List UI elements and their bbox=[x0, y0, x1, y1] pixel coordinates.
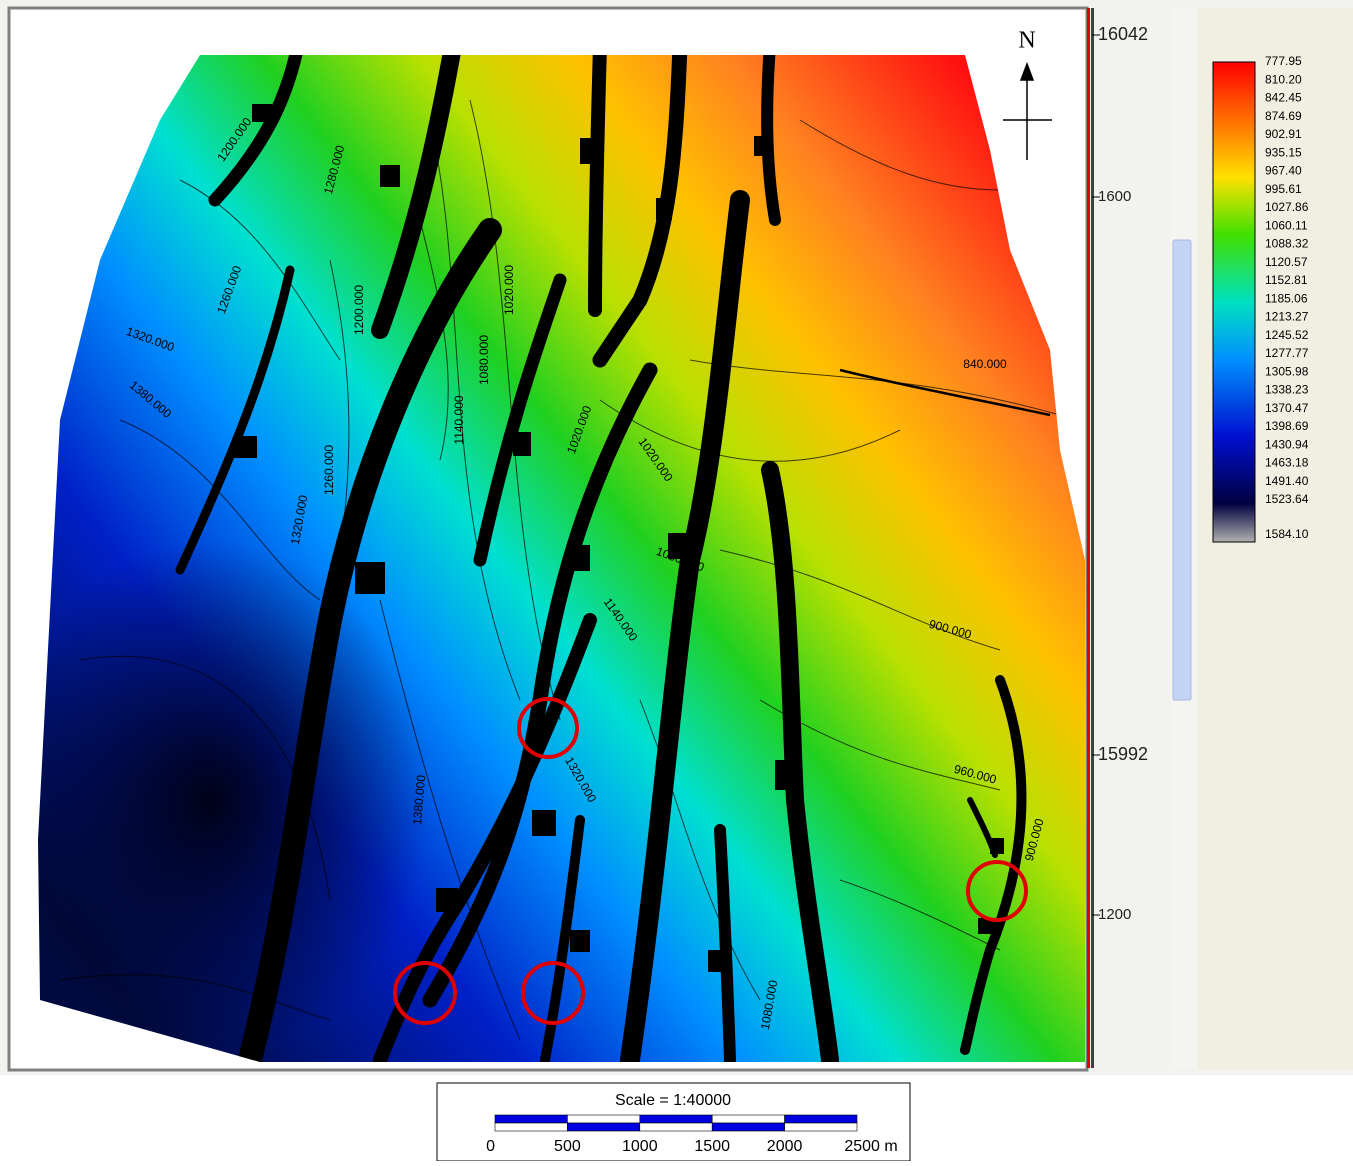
scale-label: 500 bbox=[554, 1138, 581, 1155]
color-bar bbox=[1212, 61, 1256, 543]
scale-segment bbox=[639, 1122, 713, 1132]
legend-label: 1213.27 bbox=[1265, 310, 1309, 324]
scale-segment bbox=[784, 1114, 858, 1124]
scale-bar: 0 500 1000 1500 2000 2500 m bbox=[486, 1114, 898, 1155]
scale-segment bbox=[784, 1122, 858, 1132]
scale-title: Scale = 1:40000 bbox=[615, 1092, 731, 1109]
legend-label: 902.91 bbox=[1265, 127, 1302, 141]
legend-label: 842.45 bbox=[1265, 91, 1302, 105]
legend-label: 1152.81 bbox=[1265, 273, 1308, 287]
axis-label: 15992 bbox=[1098, 744, 1148, 764]
legend-labels: 777.95 810.20 842.45 874.69 902.91 935.15 967.… bbox=[1265, 54, 1309, 541]
legend-label: 874.69 bbox=[1265, 109, 1302, 123]
faults bbox=[175, 55, 1027, 1062]
north-label: N bbox=[1018, 28, 1035, 54]
legend-label: 967.40 bbox=[1265, 164, 1302, 178]
legend-label: 935.15 bbox=[1265, 145, 1302, 159]
scrollbar-thumb[interactable] bbox=[1172, 239, 1192, 701]
legend-label: 810.20 bbox=[1265, 72, 1302, 86]
legend-label: 1060.11 bbox=[1265, 218, 1308, 232]
scale-label: 2000 bbox=[767, 1138, 803, 1155]
scale-segment bbox=[494, 1122, 568, 1132]
contour-label: 1380.000 bbox=[410, 774, 428, 825]
legend-label: 1398.69 bbox=[1265, 419, 1309, 433]
scale-label: 1000 bbox=[622, 1138, 658, 1155]
legend-label: 1430.94 bbox=[1265, 437, 1309, 451]
legend-label: 995.61 bbox=[1265, 182, 1302, 196]
map-surface: 1200.0001280.0001260.0001320.0001380.000… bbox=[38, 55, 1085, 1062]
legend-label: 1370.47 bbox=[1265, 401, 1309, 415]
legend-label: 1088.32 bbox=[1265, 237, 1309, 251]
legend-label: 1245.52 bbox=[1265, 328, 1309, 342]
legend-label: 1185.06 bbox=[1265, 291, 1308, 305]
axis-label: 16042 bbox=[1098, 24, 1148, 44]
legend-label: 1463.18 bbox=[1265, 456, 1309, 470]
depth-low bbox=[38, 540, 430, 1060]
highlight-circles bbox=[393, 697, 1028, 1025]
contour-label: 1260.000 bbox=[322, 445, 336, 495]
scale-segment bbox=[494, 1114, 568, 1124]
scale-label: 1500 bbox=[694, 1138, 730, 1155]
legend-label: 1338.23 bbox=[1265, 383, 1309, 397]
legend-label: 1120.57 bbox=[1265, 255, 1308, 269]
legend-label: 1277.77 bbox=[1265, 346, 1309, 360]
scale-label: 0 bbox=[486, 1138, 495, 1155]
legend-label: 777.95 bbox=[1265, 54, 1302, 68]
contour-label: 1020.000 bbox=[502, 265, 516, 315]
axis-line bbox=[1091, 8, 1094, 1068]
contour-label: 1200.000 bbox=[352, 285, 366, 335]
right-axis: 16042 1600 15992 1200 bbox=[1092, 24, 1148, 923]
contour-label: 840.000 bbox=[963, 357, 1007, 371]
legend-label: 1305.98 bbox=[1265, 364, 1309, 378]
scale-segment bbox=[567, 1122, 641, 1132]
contour-label: 1140.000 bbox=[452, 395, 466, 444]
scale-segment bbox=[567, 1114, 641, 1124]
scale-segment bbox=[711, 1114, 785, 1124]
legend-label: 1584.10 bbox=[1265, 527, 1309, 541]
north-arrow bbox=[1003, 61, 1052, 160]
scale-segment bbox=[639, 1114, 713, 1124]
axis-label: 1600 bbox=[1098, 188, 1131, 205]
legend-label: 1491.40 bbox=[1265, 474, 1309, 488]
fault-ticks bbox=[233, 104, 1004, 972]
red-line bbox=[1087, 8, 1090, 1068]
legend-label: 1523.64 bbox=[1265, 492, 1309, 506]
scale-label: 2500 m bbox=[844, 1138, 897, 1155]
bold-contour bbox=[839, 368, 1051, 417]
axis-label: 1200 bbox=[1098, 906, 1131, 923]
legend-label: 1027.86 bbox=[1265, 200, 1309, 214]
contour-label: 1080.000 bbox=[477, 335, 491, 385]
scale-segment bbox=[711, 1122, 785, 1132]
